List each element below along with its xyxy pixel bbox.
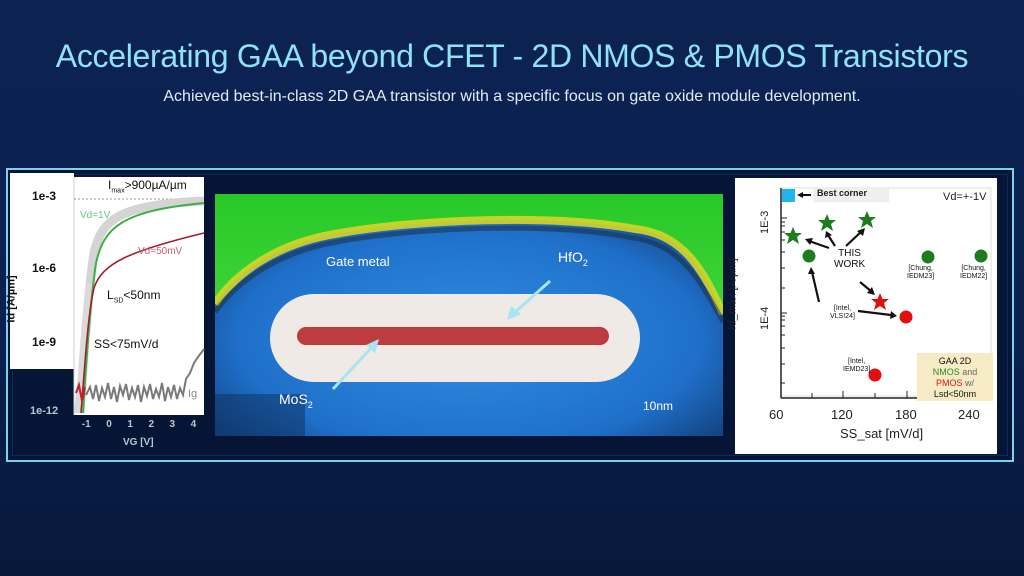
y-tick-1e-6: 1e-6 (32, 261, 57, 275)
micrograph-svg (215, 194, 723, 436)
y-tick-1e-4: 1E-4 (759, 306, 771, 330)
this-work-nmos-stars (784, 211, 876, 244)
ref-chung-iedm22: [Chung, IEDM22] (960, 265, 988, 280)
x-axis-label: VG [V] (123, 437, 154, 448)
x-tick-120: 120 (831, 407, 853, 422)
x-tick-180: 180 (895, 407, 917, 422)
x-tick-60: 60 (769, 407, 784, 422)
series-ig (85, 348, 205, 403)
y-axis-label: Id_max [A/µm] (726, 258, 739, 330)
slide-title: Accelerating GAA beyond CFET - 2D NMOS &… (55, 38, 969, 74)
benchmark-plot-svg (780, 187, 993, 401)
plot-area (74, 177, 204, 415)
id-vg-plot-svg (73, 177, 205, 415)
tem-micrograph: Gate metal HfO2 MoS2 10nm (215, 194, 723, 436)
series-vd-1v (82, 202, 205, 414)
y-tick-1e-3: 1E-3 (759, 210, 771, 234)
legend-vd-1v: Vd=1V (80, 210, 111, 221)
slide-subtitle: Achieved best-in-class 2D GAA transistor… (163, 88, 861, 105)
label-mos2: MoS2 (279, 391, 313, 410)
x-axis-label: SS_sat [mV/d] (840, 426, 924, 441)
y-tick-1e-12: 1e-12 (30, 405, 59, 417)
lsd-annotation: LSD<50nm (107, 288, 161, 305)
y-axis-label: Id [A/µm] (5, 275, 18, 323)
imax-annotation: Imax>900µA/µm (108, 178, 187, 195)
ref-chung-iedm23: [Chung, IEDM23] (907, 265, 935, 280)
vd-condition-label: Vd=+-1V (943, 191, 987, 203)
label-gate-metal: Gate metal (326, 254, 390, 269)
series-vd-50mv (80, 232, 205, 414)
this-work-pmos-star (871, 293, 889, 310)
benchmark-chart: Best corner Vd=+-1V THIS WORK [Chung, IEDM… (727, 178, 997, 454)
y-tick-1e-9: 1e-9 (32, 335, 57, 349)
ref-intel-iemd23: [Intel, IEMD23] (843, 358, 871, 373)
y-tick-1e-3: 1e-3 (32, 189, 57, 203)
label-hfo2: HfO2 (558, 249, 588, 268)
scale-bar-label: 10nm (643, 399, 674, 413)
legend-ig: Ig (188, 388, 198, 400)
x-tick-240: 240 (958, 407, 980, 422)
this-work-label: THIS WORK (834, 248, 866, 270)
id-vg-chart: 1e-3 1e-6 1e-9 1e-12 Id [A/µm] Imax>900µ… (6, 173, 210, 455)
x-ticks: -1 0 1 2 3 4 (81, 419, 197, 430)
legend-vd-50mv: Vd=50mV (138, 246, 183, 257)
best-corner-label: Best corner (817, 188, 868, 198)
legend-box: GAA 2D NMOS and PMOS w/ Lsd<50nm (932, 356, 978, 399)
best-corner-marker (782, 189, 795, 202)
ref-intel-vls24: [Intel, VLS!24] (830, 305, 855, 320)
y-axis-panel (10, 173, 74, 369)
ss-annotation: SS<75mV/d (94, 337, 159, 351)
